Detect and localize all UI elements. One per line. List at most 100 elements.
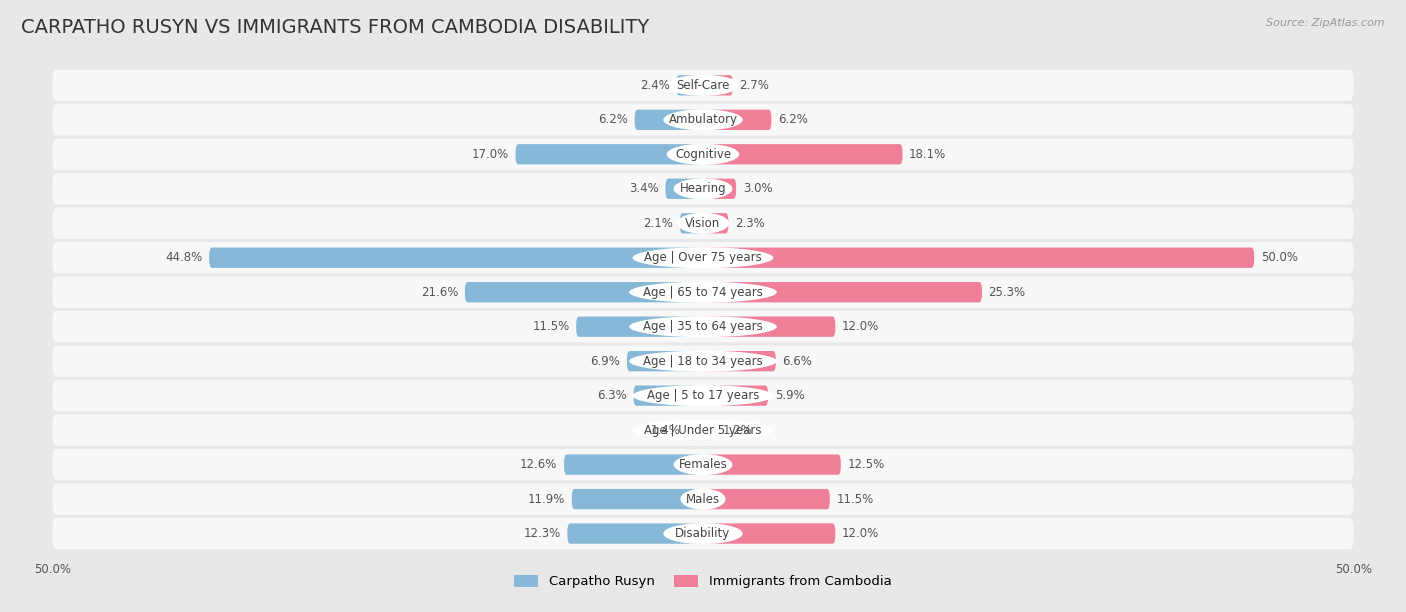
Text: Ambulatory: Ambulatory <box>668 113 738 126</box>
Text: 6.2%: 6.2% <box>598 113 628 126</box>
Text: 17.0%: 17.0% <box>472 147 509 161</box>
FancyBboxPatch shape <box>52 138 1354 170</box>
Text: Age | 5 to 17 years: Age | 5 to 17 years <box>647 389 759 402</box>
Text: Hearing: Hearing <box>679 182 727 195</box>
Ellipse shape <box>676 213 730 234</box>
FancyBboxPatch shape <box>52 173 1354 204</box>
Text: Age | 18 to 34 years: Age | 18 to 34 years <box>643 355 763 368</box>
FancyBboxPatch shape <box>703 248 1254 268</box>
Ellipse shape <box>666 75 740 96</box>
Ellipse shape <box>633 385 773 406</box>
FancyBboxPatch shape <box>52 346 1354 377</box>
FancyBboxPatch shape <box>52 277 1354 308</box>
FancyBboxPatch shape <box>572 489 703 509</box>
FancyBboxPatch shape <box>703 316 835 337</box>
Text: 25.3%: 25.3% <box>988 286 1025 299</box>
FancyBboxPatch shape <box>676 75 703 95</box>
FancyBboxPatch shape <box>688 420 703 440</box>
FancyBboxPatch shape <box>703 282 981 302</box>
FancyBboxPatch shape <box>568 523 703 543</box>
Ellipse shape <box>628 282 778 303</box>
FancyBboxPatch shape <box>576 316 703 337</box>
FancyBboxPatch shape <box>52 414 1354 446</box>
FancyBboxPatch shape <box>703 179 737 199</box>
Text: 12.0%: 12.0% <box>842 320 879 333</box>
Ellipse shape <box>664 523 742 544</box>
Text: 6.3%: 6.3% <box>598 389 627 402</box>
Text: 2.7%: 2.7% <box>740 79 769 92</box>
Ellipse shape <box>673 454 733 475</box>
Text: Males: Males <box>686 493 720 506</box>
Text: 12.5%: 12.5% <box>848 458 884 471</box>
Ellipse shape <box>673 178 733 200</box>
Ellipse shape <box>628 316 778 337</box>
Ellipse shape <box>633 420 773 441</box>
Ellipse shape <box>666 144 740 165</box>
Text: 2.4%: 2.4% <box>640 79 669 92</box>
FancyBboxPatch shape <box>627 351 703 371</box>
FancyBboxPatch shape <box>52 242 1354 274</box>
Text: 6.6%: 6.6% <box>782 355 813 368</box>
Text: 6.2%: 6.2% <box>778 113 808 126</box>
FancyBboxPatch shape <box>703 386 768 406</box>
FancyBboxPatch shape <box>52 70 1354 101</box>
Text: Source: ZipAtlas.com: Source: ZipAtlas.com <box>1267 18 1385 28</box>
Text: 5.9%: 5.9% <box>775 389 804 402</box>
FancyBboxPatch shape <box>703 75 733 95</box>
FancyBboxPatch shape <box>516 144 703 165</box>
FancyBboxPatch shape <box>209 248 703 268</box>
Text: Females: Females <box>679 458 727 471</box>
Text: 6.9%: 6.9% <box>591 355 620 368</box>
Text: 12.6%: 12.6% <box>520 458 558 471</box>
FancyBboxPatch shape <box>703 110 772 130</box>
FancyBboxPatch shape <box>703 420 716 440</box>
Text: 3.4%: 3.4% <box>628 182 659 195</box>
Text: Vision: Vision <box>685 217 721 230</box>
Text: 11.9%: 11.9% <box>527 493 565 506</box>
Text: 12.0%: 12.0% <box>842 527 879 540</box>
FancyBboxPatch shape <box>52 207 1354 239</box>
FancyBboxPatch shape <box>679 213 703 233</box>
FancyBboxPatch shape <box>465 282 703 302</box>
Text: 1.2%: 1.2% <box>723 424 752 436</box>
Ellipse shape <box>681 488 725 510</box>
Text: Age | Under 5 years: Age | Under 5 years <box>644 424 762 436</box>
Text: 50.0%: 50.0% <box>1334 563 1372 576</box>
FancyBboxPatch shape <box>703 455 841 475</box>
FancyBboxPatch shape <box>703 523 835 543</box>
Text: Disability: Disability <box>675 527 731 540</box>
Text: Age | 35 to 64 years: Age | 35 to 64 years <box>643 320 763 333</box>
Text: Cognitive: Cognitive <box>675 147 731 161</box>
FancyBboxPatch shape <box>665 179 703 199</box>
FancyBboxPatch shape <box>703 351 776 371</box>
Text: 44.8%: 44.8% <box>166 252 202 264</box>
Ellipse shape <box>628 351 778 371</box>
Text: 1.4%: 1.4% <box>651 424 681 436</box>
FancyBboxPatch shape <box>703 489 830 509</box>
FancyBboxPatch shape <box>52 380 1354 411</box>
Text: 3.0%: 3.0% <box>742 182 772 195</box>
Text: 2.3%: 2.3% <box>735 217 765 230</box>
FancyBboxPatch shape <box>634 110 703 130</box>
Text: 12.3%: 12.3% <box>523 527 561 540</box>
Text: 11.5%: 11.5% <box>533 320 569 333</box>
Ellipse shape <box>664 110 742 130</box>
FancyBboxPatch shape <box>52 483 1354 515</box>
FancyBboxPatch shape <box>564 455 703 475</box>
Text: 50.0%: 50.0% <box>1261 252 1298 264</box>
FancyBboxPatch shape <box>52 311 1354 342</box>
FancyBboxPatch shape <box>634 386 703 406</box>
FancyBboxPatch shape <box>52 449 1354 480</box>
Ellipse shape <box>633 247 773 268</box>
Text: Age | Over 75 years: Age | Over 75 years <box>644 252 762 264</box>
Legend: Carpatho Rusyn, Immigrants from Cambodia: Carpatho Rusyn, Immigrants from Cambodia <box>515 575 891 588</box>
FancyBboxPatch shape <box>703 213 728 233</box>
Text: 21.6%: 21.6% <box>420 286 458 299</box>
FancyBboxPatch shape <box>703 144 903 165</box>
Text: Age | 65 to 74 years: Age | 65 to 74 years <box>643 286 763 299</box>
Text: 50.0%: 50.0% <box>34 563 72 576</box>
Text: CARPATHO RUSYN VS IMMIGRANTS FROM CAMBODIA DISABILITY: CARPATHO RUSYN VS IMMIGRANTS FROM CAMBOD… <box>21 18 650 37</box>
FancyBboxPatch shape <box>52 518 1354 549</box>
Text: 11.5%: 11.5% <box>837 493 873 506</box>
Text: 2.1%: 2.1% <box>644 217 673 230</box>
